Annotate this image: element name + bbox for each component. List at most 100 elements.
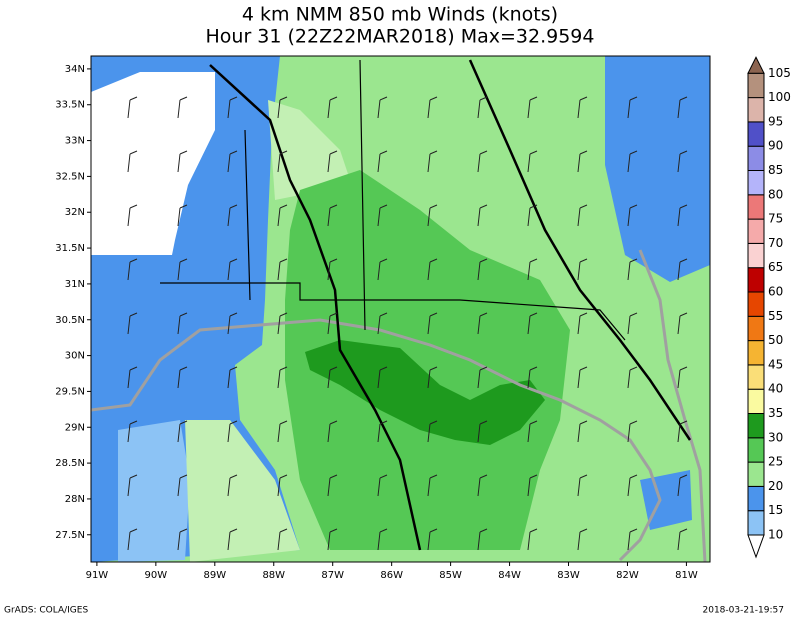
wind-barb [427, 366, 438, 389]
wind-barb [177, 96, 188, 119]
wind-barb [427, 420, 438, 443]
wind-barb [527, 312, 538, 335]
colorbar-label: 75 [768, 212, 783, 226]
y-tick-label: 34N [65, 64, 85, 75]
wind-barb [377, 312, 388, 335]
wind-barb [627, 204, 638, 227]
colorbar-label: 50 [768, 333, 783, 347]
colorbar-label: 25 [768, 455, 783, 469]
x-tick-label: 89W [203, 570, 226, 581]
colorbar-label: 60 [768, 285, 783, 299]
color-swatch [747, 340, 765, 366]
border [244, 59, 366, 331]
shade [91, 72, 215, 255]
wind-barb [327, 420, 338, 443]
color-swatch [747, 510, 765, 536]
colorbar-label: 70 [768, 236, 783, 250]
x-tick-label: 85W [439, 570, 462, 581]
color-swatch [747, 315, 765, 342]
wind-barb [177, 312, 188, 335]
colorbar-label: 105 [768, 66, 791, 80]
wind-barb [477, 528, 488, 551]
road [468, 59, 692, 441]
color-swatch [747, 437, 765, 463]
wind-barb [327, 528, 338, 551]
wind-barb [377, 528, 388, 551]
color-swatch [747, 97, 765, 123]
wind-barb [177, 258, 188, 281]
wind-barb [677, 312, 688, 335]
wind-barb [127, 312, 138, 335]
wind-barb [277, 204, 288, 227]
wind-barb [427, 96, 438, 119]
wind-barb [677, 150, 688, 173]
wind-barb [577, 366, 588, 389]
wind-barb [627, 150, 638, 173]
wind-barb [127, 150, 138, 173]
x-tick-label: 86W [380, 570, 403, 581]
x-tick-label: 91W [86, 570, 109, 581]
wind-barb [677, 474, 688, 497]
wind-barb [277, 420, 288, 443]
coastline [638, 249, 707, 562]
coastline [91, 318, 662, 562]
wind-barb [227, 312, 238, 335]
x-tick-label: 87W [321, 570, 344, 581]
wind-barb [177, 528, 188, 551]
y-tick-label: 30N [65, 351, 85, 362]
colorbar-label: 95 [768, 114, 783, 128]
wind-barbs [127, 96, 688, 551]
colorbar-label: 20 [768, 479, 783, 493]
road [209, 64, 422, 551]
wind-barb [277, 312, 288, 335]
y-tick-label: 33.5N [55, 100, 85, 111]
colorbar-label: 10 [768, 528, 783, 542]
wind-barb [127, 366, 138, 389]
wind-barb [377, 366, 388, 389]
wind-barb [227, 96, 238, 119]
shade [185, 420, 300, 562]
colorbar-label: 15 [768, 503, 783, 517]
wind-barb [477, 204, 488, 227]
wind-barb [377, 150, 388, 173]
color-swatch [747, 145, 765, 171]
wind-barb [377, 96, 388, 119]
wind-barb [677, 366, 688, 389]
color-swatch [747, 56, 765, 74]
colorbar-label: 65 [768, 260, 783, 274]
wind-barb [127, 528, 138, 551]
y-tick-label: 28N [65, 494, 85, 505]
y-tick-label: 31N [65, 279, 85, 290]
wind-barb [327, 474, 338, 497]
wind-barb [327, 150, 338, 173]
wind-barb [627, 420, 638, 443]
wind-barb [577, 96, 588, 119]
wind-barb [177, 474, 188, 497]
color-swatch [747, 218, 765, 244]
wind-barb [177, 150, 188, 173]
footer-right: 2018-03-21-19:57 [703, 606, 785, 616]
wind-barb [277, 258, 288, 281]
color-swatch [747, 267, 765, 293]
colorbar-label: 30 [768, 430, 783, 444]
y-tick-label: 29N [65, 422, 85, 433]
color-swatch [747, 534, 765, 559]
wind-barb [227, 204, 238, 227]
wind-barb [377, 204, 388, 227]
wind-barb [477, 96, 488, 119]
wind-barb [577, 528, 588, 551]
color-swatch [747, 170, 765, 196]
colorbar-label: 80 [768, 187, 783, 201]
colorbar-label: 90 [768, 139, 783, 153]
shade [605, 56, 710, 282]
wind-barb [427, 150, 438, 173]
wind-barb [577, 420, 588, 443]
wind-barb [677, 420, 688, 443]
wind-barb [527, 258, 538, 281]
wind-barb [177, 204, 188, 227]
x-tick-label: 84W [498, 570, 521, 581]
colorbar-label: 100 [768, 90, 791, 104]
wind-barb [277, 528, 288, 551]
colorbar-label: 40 [768, 382, 783, 396]
wind-barb [677, 204, 688, 227]
